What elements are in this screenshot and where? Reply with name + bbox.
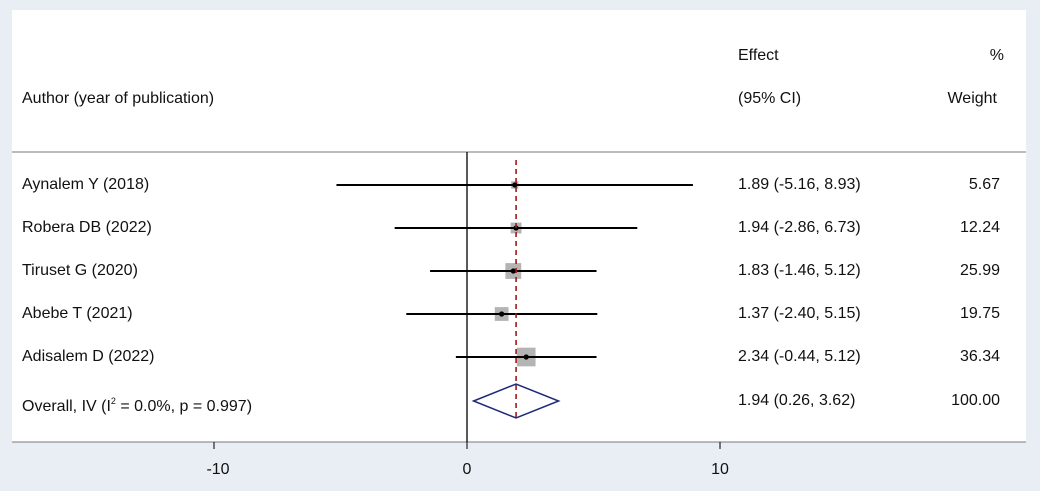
author-column-header: Author (year of publication) bbox=[22, 90, 215, 107]
overall-label-prefix: Overall, IV (I bbox=[22, 398, 111, 415]
study-point bbox=[523, 354, 529, 360]
study-label: Aynalem Y (2018) bbox=[22, 176, 150, 193]
study-ci: 1.83 (-1.46, 5.12) bbox=[738, 262, 861, 279]
ci-column-header: (95% CI) bbox=[738, 90, 802, 107]
study-weight: 25.99 bbox=[959, 262, 1000, 279]
pooled-estimate-diamond bbox=[471, 383, 561, 419]
study-point bbox=[510, 268, 516, 274]
study-ci: 1.89 (-5.16, 8.93) bbox=[738, 176, 861, 193]
overall-label: Overall, IV (I2 = 0.0%, p = 0.997) bbox=[22, 392, 252, 416]
overall-weight: 100.00 bbox=[951, 392, 1000, 409]
study-label: Abebe T (2021) bbox=[22, 305, 133, 322]
study-point bbox=[512, 182, 518, 188]
overall-ci: 1.94 (0.26, 3.62) bbox=[738, 392, 856, 409]
study-ci: 1.37 (-2.40, 5.15) bbox=[738, 305, 861, 322]
effect-column-header: Effect bbox=[738, 47, 779, 64]
study-weight: 5.67 bbox=[968, 176, 1000, 193]
x-tick-label: 10 bbox=[711, 461, 729, 478]
study-point bbox=[499, 311, 505, 317]
x-tick-label: 0 bbox=[462, 461, 472, 478]
chart-marks bbox=[213, 152, 721, 449]
percent-column-header: % bbox=[989, 47, 1004, 64]
study-label: Robera DB (2022) bbox=[22, 219, 152, 236]
study-ci: 2.34 (-0.44, 5.12) bbox=[738, 348, 861, 365]
study-label: Tiruset G (2020) bbox=[22, 262, 138, 279]
weight-column-header: Weight bbox=[947, 90, 997, 107]
x-tick-label: -10 bbox=[206, 461, 230, 478]
study-weight: 19.75 bbox=[959, 305, 1000, 322]
overall-label-suffix: = 0.0%, p = 0.997) bbox=[115, 398, 253, 415]
overall-label-superscript: 2 bbox=[110, 396, 116, 406]
study-weight: 12.24 bbox=[959, 219, 1000, 236]
study-ci: 1.94 (-2.86, 6.73) bbox=[738, 219, 861, 236]
study-label: Adisalem D (2022) bbox=[22, 348, 155, 365]
study-weight: 36.34 bbox=[959, 348, 1000, 365]
